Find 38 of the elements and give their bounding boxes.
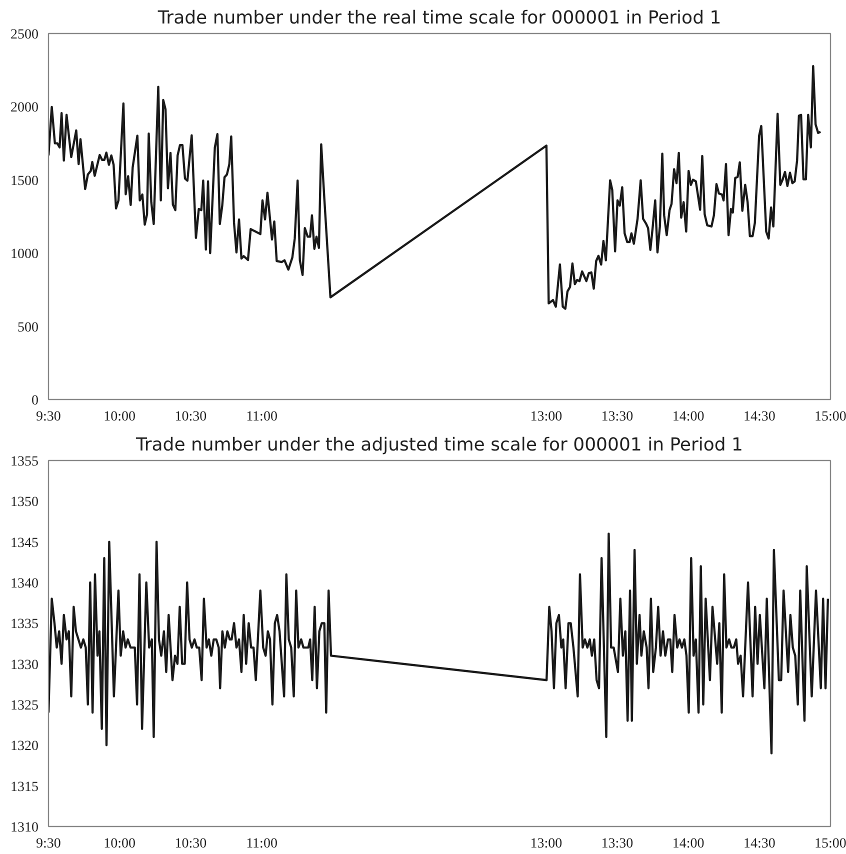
y-tick-label: 1350: [10, 495, 38, 510]
x-tick-label: 14:00: [672, 410, 704, 424]
line-series: [48, 532, 830, 754]
x-tick-label: 11:00: [246, 410, 278, 424]
x-tick-label: 14:00: [672, 836, 704, 852]
line-series: [48, 65, 822, 310]
x-tick-label: 14:30: [743, 836, 776, 852]
y-tick-label: 0: [32, 394, 38, 408]
y-tick-label: 2000: [10, 100, 38, 116]
x-tick-label: 10:30: [174, 836, 207, 852]
x-tick-label: 15:00: [814, 836, 846, 852]
y-tick-label: 1310: [10, 820, 38, 836]
x-tick-label: 14:30: [743, 410, 776, 424]
x-tick-label: 11:00: [246, 836, 278, 852]
y-tick-label: 1345: [10, 536, 38, 551]
y-tick-label: 500: [18, 320, 38, 336]
y-tick-label: 1355: [10, 454, 38, 470]
x-tick-label: 13:00: [530, 836, 562, 852]
y-tick-label: 2500: [10, 28, 38, 42]
x-tick-label: 10:30: [174, 410, 207, 424]
x-tick-label: 10:00: [104, 410, 136, 424]
y-tick-label: 1330: [10, 658, 38, 673]
chart-title: Trade number under the adjusted time scale for 000001 in Period 1: [134, 434, 744, 456]
y-tick-label: 1325: [10, 698, 38, 714]
x-tick-label: 10:00: [104, 836, 136, 852]
x-tick-label: 9:30: [36, 836, 61, 852]
x-tick-label: 13:30: [601, 836, 634, 852]
y-tick-label: 1320: [10, 739, 38, 754]
y-tick-label: 1340: [10, 576, 38, 592]
x-tick-label: 9:30: [36, 410, 61, 424]
x-tick-label: 13:30: [601, 410, 634, 424]
y-tick-label: 1000: [10, 247, 38, 262]
y-tick-label: 1500: [10, 174, 38, 189]
chart-title: Trade number under the real time scale for 000001 in Period 1: [156, 8, 722, 28]
x-tick-label: 15:00: [814, 410, 846, 424]
y-tick-label: 1315: [10, 780, 38, 795]
y-tick-label: 1335: [10, 617, 38, 632]
x-tick-label: 13:00: [530, 410, 562, 424]
